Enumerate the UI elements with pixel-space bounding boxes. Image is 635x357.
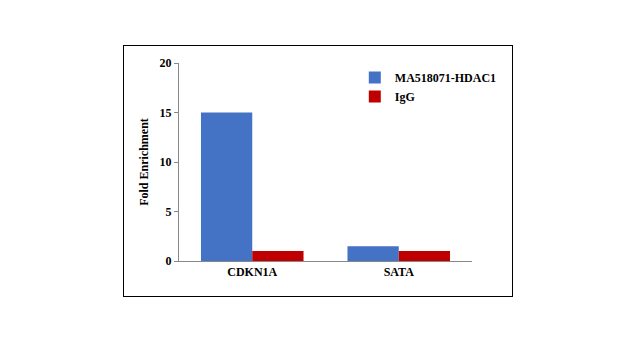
svg-text:5: 5 bbox=[166, 205, 172, 219]
svg-text:IgG: IgG bbox=[395, 90, 415, 104]
svg-text:10: 10 bbox=[160, 155, 172, 169]
svg-text:CDKN1A: CDKN1A bbox=[227, 265, 277, 279]
svg-text:20: 20 bbox=[160, 56, 172, 70]
svg-text:MA518071-HDAC1: MA518071-HDAC1 bbox=[395, 71, 496, 85]
svg-text:SATA: SATA bbox=[384, 265, 415, 279]
svg-text:Fold Enrichment: Fold Enrichment bbox=[137, 118, 151, 206]
svg-text:0: 0 bbox=[166, 254, 172, 268]
svg-text:15: 15 bbox=[160, 106, 172, 120]
